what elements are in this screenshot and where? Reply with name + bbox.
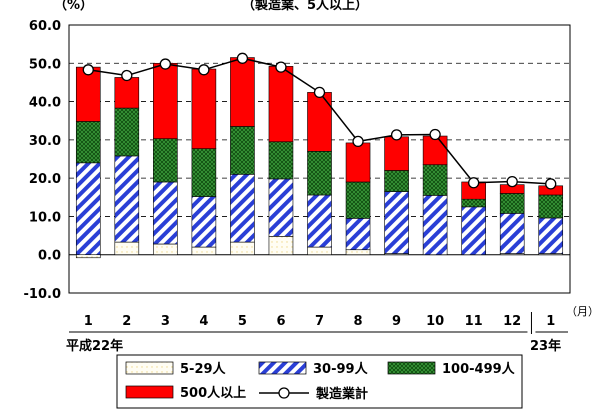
plot-frame [68, 24, 571, 294]
bar-500人以上-1 [75, 66, 101, 122]
bar-5-29人-3 [153, 243, 178, 256]
legend-label: 5-29人 [180, 361, 227, 377]
bar-500人以上-6 [268, 66, 294, 143]
y-tick-label: 30.0 [29, 134, 61, 149]
total-marker [390, 129, 403, 141]
bar-30-99人-13 [538, 217, 564, 254]
y-tick-label: 10.0 [29, 210, 61, 225]
x-tick-label: 1 [546, 314, 555, 329]
bar-500人以上-8 [345, 142, 371, 183]
bar-500人以上-7 [307, 92, 332, 152]
x-tick-label: 3 [161, 314, 170, 329]
bar-100-499人-13 [538, 194, 564, 219]
total-marker [159, 58, 171, 70]
total-marker [236, 52, 249, 64]
bar-30-99人-5 [230, 174, 255, 243]
bar-30-99人-4 [191, 196, 217, 248]
bar-30-99人-12 [499, 213, 525, 254]
bar-5-29人-2 [114, 241, 140, 256]
bar-500人以上-3 [153, 62, 178, 140]
bar-100-499人-9 [384, 170, 409, 192]
legend-swatch [125, 361, 174, 375]
bar-5-29人-6 [268, 236, 294, 256]
legend-label: 製造業計 [315, 386, 368, 402]
y-tick-label: -10.0 [24, 287, 61, 302]
legend-swatch [258, 361, 307, 375]
bar-100-499人-3 [153, 138, 178, 183]
x-tick-label: 12 [503, 314, 521, 329]
bar-5-29人-4 [191, 246, 217, 256]
chart-title: （製造業、5人以上） [242, 0, 368, 13]
bar-500人以上-10 [422, 135, 448, 166]
bar-100-499人-11 [461, 198, 486, 208]
bar-100-499人-7 [307, 151, 332, 196]
bar-30-99人-7 [307, 194, 332, 248]
legend-swatch [125, 385, 174, 399]
bar-5-29人-7 [307, 246, 332, 256]
x-tick-label: 9 [392, 314, 401, 329]
x-tick-label: 2 [122, 314, 131, 329]
bar-30-99人-1 [75, 162, 101, 256]
bar-100-499人-5 [230, 126, 255, 175]
legend-label: 30-99人 [313, 361, 369, 377]
bar-5-29人-8 [345, 249, 371, 256]
bar-30-99人-9 [384, 191, 409, 254]
x-tick-label: 1 [84, 314, 93, 329]
bar-500人以上-9 [384, 136, 409, 171]
y-tick-label: 60.0 [29, 19, 61, 34]
bar-30-99人-2 [114, 155, 140, 243]
x-tick-label: 10 [426, 314, 444, 329]
bar-5-29人-5 [230, 241, 255, 256]
bar-30-99人-10 [422, 195, 448, 256]
bar-30-99人-3 [153, 181, 178, 245]
bar-100-499人-8 [345, 181, 371, 219]
bar-500人以上-2 [114, 77, 140, 109]
y-tick-label: 50.0 [29, 57, 61, 72]
legend-label: 500人以上 [180, 385, 246, 401]
bar-30-99人-11 [461, 206, 486, 256]
legend [116, 354, 523, 409]
bar-100-499人-10 [422, 164, 448, 196]
bar-100-499人-2 [114, 107, 140, 157]
bar-500人以上-5 [230, 57, 255, 127]
year-label: 平成22年 [66, 338, 123, 354]
y-tick-label: 20.0 [29, 172, 61, 187]
total-marker [121, 69, 133, 82]
x-tick-label: 11 [465, 314, 483, 329]
y-unit-label: （%） [54, 0, 93, 13]
y-tick-label: 0.0 [38, 249, 61, 264]
bar-30-99人-6 [268, 178, 294, 237]
legend-swatch [387, 361, 436, 375]
total-marker [82, 64, 94, 76]
total-marker [198, 64, 210, 76]
total-marker [313, 86, 326, 99]
legend-marker-swatch [278, 387, 290, 399]
total-marker [429, 128, 441, 141]
bar-100-499人-12 [499, 193, 525, 214]
bar-500人以上-4 [191, 68, 217, 149]
total-marker [545, 178, 557, 190]
total-marker [506, 175, 518, 188]
x-tick-label: 4 [199, 314, 208, 329]
total-marker [275, 61, 287, 73]
total-marker [352, 135, 364, 148]
bar-100-499人-1 [75, 121, 101, 164]
x-tick-label: 8 [354, 314, 363, 329]
x-tick-label: 5 [238, 314, 247, 329]
y-tick-label: 40.0 [29, 96, 61, 111]
x-tick-label: 7 [315, 314, 324, 329]
x-unit-label: （月） [566, 305, 594, 318]
x-tick-label: 6 [276, 314, 285, 329]
legend-label: 100-499人 [442, 361, 516, 377]
bar-30-99人-8 [345, 218, 371, 251]
bar-100-499人-6 [268, 141, 294, 180]
bar-5-29人-1 [75, 254, 101, 259]
total-marker [468, 177, 480, 189]
bar-100-499人-4 [191, 148, 217, 197]
year-label: 23年 [530, 338, 561, 354]
